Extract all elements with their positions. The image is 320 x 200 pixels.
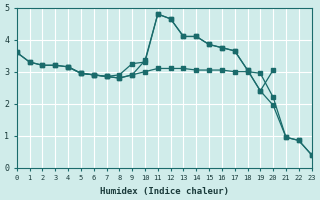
X-axis label: Humidex (Indice chaleur): Humidex (Indice chaleur) — [100, 187, 229, 196]
